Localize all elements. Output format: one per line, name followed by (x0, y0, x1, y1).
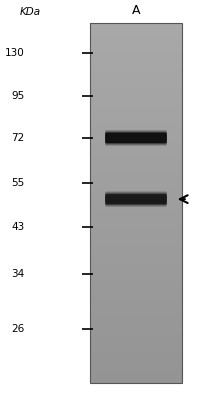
Bar (90, 329, 181, 335)
Bar (90, 347, 181, 353)
Bar (90, 101, 181, 107)
FancyBboxPatch shape (105, 132, 166, 144)
Bar (90, 149, 181, 155)
Bar (90, 137, 181, 143)
Bar (90, 323, 181, 329)
Bar (90, 263, 181, 269)
Bar (90, 113, 181, 119)
Text: 72: 72 (11, 133, 25, 143)
Bar (90, 311, 181, 317)
Bar (90, 317, 181, 323)
Bar (90, 107, 181, 113)
FancyBboxPatch shape (105, 192, 166, 203)
Bar (90, 179, 181, 185)
Bar (90, 53, 181, 59)
Bar (90, 59, 181, 65)
Bar (90, 203, 181, 209)
Bar (90, 155, 181, 161)
FancyBboxPatch shape (105, 134, 166, 146)
Bar (90, 365, 181, 371)
Bar (90, 83, 181, 89)
Bar (90, 119, 181, 125)
Bar (90, 245, 181, 251)
Bar (90, 71, 181, 77)
Bar (90, 161, 181, 167)
Text: 130: 130 (5, 48, 25, 58)
Text: 43: 43 (11, 222, 25, 232)
Bar (90, 233, 181, 239)
Bar (90, 305, 181, 311)
Bar (90, 215, 181, 221)
Bar (90, 281, 181, 287)
FancyBboxPatch shape (105, 194, 166, 205)
Bar (90, 269, 181, 275)
Bar (90, 95, 181, 101)
FancyBboxPatch shape (105, 130, 166, 142)
Bar (90, 77, 181, 83)
Bar (90, 293, 181, 299)
Text: 95: 95 (11, 92, 25, 102)
Text: 26: 26 (11, 324, 25, 334)
Bar (90, 41, 181, 47)
Bar (90, 185, 181, 191)
Bar (90, 35, 181, 41)
Bar (90, 23, 181, 29)
Text: KDa: KDa (20, 8, 41, 18)
Bar (90, 359, 181, 365)
Bar (90, 167, 181, 173)
Bar (90, 65, 181, 71)
Bar (90, 221, 181, 227)
Bar (90, 275, 181, 281)
Bar (90, 251, 181, 257)
Bar (90, 287, 181, 293)
Bar (90, 341, 181, 347)
Bar (90, 209, 181, 215)
FancyBboxPatch shape (105, 196, 166, 207)
Bar (90, 227, 181, 233)
Bar (90, 353, 181, 359)
Bar (90, 335, 181, 341)
Bar (90, 173, 181, 179)
Bar (90, 257, 181, 263)
Bar (90, 371, 181, 377)
Bar (90, 197, 181, 203)
Bar (90, 23, 181, 383)
Bar (90, 89, 181, 95)
Text: 34: 34 (11, 269, 25, 279)
Bar (90, 125, 181, 131)
Bar (90, 131, 181, 137)
Bar (90, 299, 181, 305)
Bar (90, 29, 181, 35)
Bar (90, 143, 181, 149)
Text: A: A (131, 4, 139, 18)
Bar (90, 47, 181, 53)
Bar (90, 191, 181, 197)
Text: 55: 55 (11, 178, 25, 188)
Bar (90, 377, 181, 383)
Bar (90, 239, 181, 245)
